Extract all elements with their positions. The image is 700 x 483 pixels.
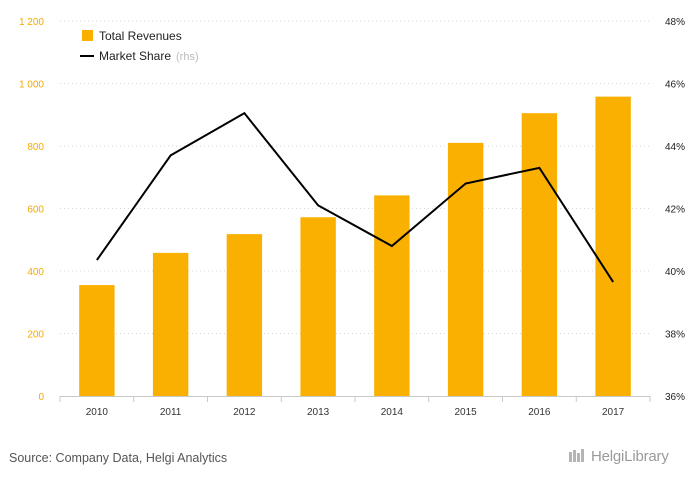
y-right-tick-label: 40% xyxy=(665,267,685,278)
x-tick-label-2012: 2012 xyxy=(233,407,256,418)
bar-2017 xyxy=(595,96,631,396)
y-right-tick-label: 42% xyxy=(665,205,685,216)
x-tick-label-2011: 2011 xyxy=(160,407,182,418)
chart: 0 200 400 600 800 1 000 1 200 36% 38% 40% 42% 44% 46… xyxy=(19,17,685,418)
y-left-tick-label: 400 xyxy=(27,267,44,278)
x-tick-label-2017: 2017 xyxy=(602,407,625,418)
y-right-tick-label: 46% xyxy=(665,80,685,91)
market-share-line xyxy=(96,111,614,283)
library-icon xyxy=(569,449,584,462)
legend-label-market-share[interactable]: Market Share xyxy=(99,49,171,63)
brand-name: HelgiLibrary xyxy=(591,448,669,465)
bar-2014 xyxy=(374,195,410,396)
gridlines xyxy=(60,20,650,334)
bar-2012 xyxy=(226,234,263,396)
y-left-tick-label: 0 xyxy=(38,392,44,403)
y-left-tick-label: 600 xyxy=(27,205,44,216)
x-tick-label-2015: 2015 xyxy=(455,407,478,418)
x-tick-label-2016: 2016 xyxy=(528,407,551,418)
brand-logo[interactable]: HelgiLibrary xyxy=(568,448,669,465)
y-right-tick-label: 38% xyxy=(665,330,685,341)
legend-swatch-total-revenues[interactable] xyxy=(82,30,93,41)
legend-label-total-revenues[interactable]: Total Revenues xyxy=(99,29,182,43)
source-note: Source: Company Data, Helgi Analytics xyxy=(9,451,228,465)
bar-2010 xyxy=(79,285,115,396)
y-right-tick-label: 48% xyxy=(665,17,685,28)
bar-2016 xyxy=(521,113,558,396)
axes: 0 200 400 600 800 1 000 1 200 36% 38% 40% 42% 44% 46… xyxy=(19,17,685,418)
bar-series-total-revenues xyxy=(79,96,631,396)
y-left-tick-label: 800 xyxy=(27,142,44,153)
x-tick-label-2010: 2010 xyxy=(86,407,109,418)
bar-2011 xyxy=(152,252,189,396)
x-tick-label-2013: 2013 xyxy=(307,407,330,418)
bar-2013 xyxy=(300,217,336,396)
legend: Total Revenues Market Share (rhs) xyxy=(80,29,199,63)
y-left-tick-label: 1 200 xyxy=(19,17,44,28)
y-left-tick-label: 1 000 xyxy=(19,80,44,91)
y-left-tick-label: 200 xyxy=(27,330,44,341)
y-right-tick-label: 36% xyxy=(665,392,685,403)
y-right-tick-label: 44% xyxy=(665,142,685,153)
line-series-market-share xyxy=(96,111,614,283)
legend-label-rhs-note: (rhs) xyxy=(176,51,199,63)
bar-2015 xyxy=(447,142,484,396)
x-tick-label-2014: 2014 xyxy=(381,407,404,418)
